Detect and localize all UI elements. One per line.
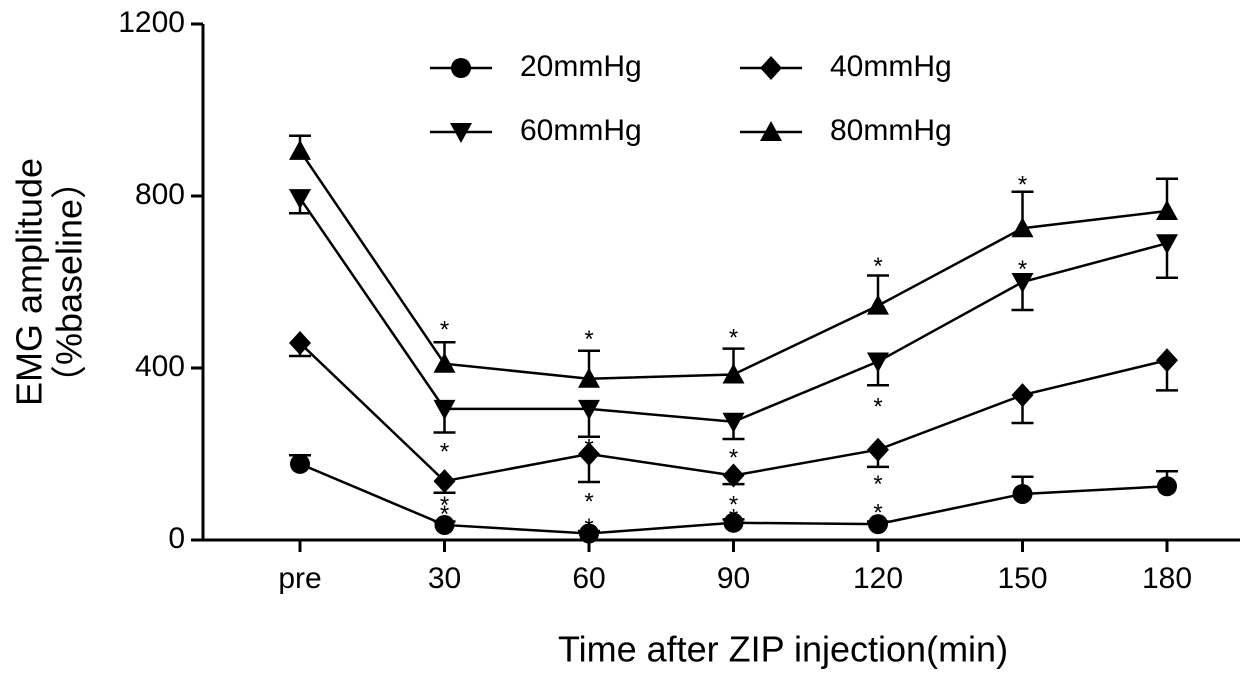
significance-star: *	[440, 438, 449, 465]
marker	[1157, 476, 1177, 497]
legend-marker	[760, 121, 782, 141]
marker	[1011, 383, 1034, 408]
x-axis-title: Time after ZIP injection(min)	[558, 629, 1008, 670]
significance-star: *	[584, 435, 593, 462]
marker	[1011, 217, 1034, 238]
significance-star: *	[873, 253, 882, 280]
significance-star: *	[440, 501, 449, 528]
marker	[578, 442, 600, 466]
significance-star: *	[440, 492, 449, 519]
marker	[434, 514, 455, 535]
y-axis-title: EMG amplitude	[9, 158, 50, 406]
marker	[290, 453, 310, 474]
marker	[578, 399, 600, 420]
x-tick-label: 120	[853, 562, 903, 595]
marker	[868, 514, 888, 535]
significance-star: *	[1018, 256, 1027, 283]
marker	[578, 367, 600, 388]
y-axis-title: （%baseline）	[49, 163, 90, 401]
marker	[289, 331, 311, 356]
marker	[867, 294, 889, 315]
marker	[433, 352, 456, 373]
marker	[289, 139, 311, 160]
legend-label: 60mmHg	[520, 114, 642, 147]
y-tick-label: 800	[135, 178, 185, 211]
marker	[867, 437, 889, 462]
x-tick-label: 60	[572, 562, 605, 595]
marker	[1156, 234, 1178, 255]
marker	[722, 412, 745, 433]
marker	[723, 512, 744, 533]
significance-star: *	[584, 514, 593, 541]
legend-marker	[450, 123, 472, 143]
marker	[1156, 348, 1178, 373]
x-tick-label: 30	[428, 562, 461, 595]
significance-star: *	[873, 393, 882, 420]
legend-label: 20mmHg	[520, 50, 642, 83]
legend-marker	[451, 58, 471, 78]
marker	[579, 523, 599, 544]
x-tick-label: 150	[997, 562, 1047, 595]
marker	[1156, 200, 1178, 221]
marker	[289, 189, 311, 210]
y-tick-label: 1200	[118, 6, 185, 39]
significance-star: *	[729, 504, 738, 531]
significance-star: *	[729, 325, 738, 352]
series-line	[298, 197, 1168, 424]
significance-star: *	[873, 471, 882, 498]
marker	[433, 399, 456, 420]
legend-label: 80mmHg	[830, 114, 952, 147]
marker	[722, 463, 745, 488]
marker	[867, 352, 889, 373]
x-tick-label: 90	[717, 562, 750, 595]
x-tick-label: 180	[1142, 562, 1192, 595]
legend-marker	[760, 56, 782, 80]
marker	[1011, 273, 1034, 293]
significance-star: *	[729, 444, 738, 471]
y-tick-label: 0	[168, 522, 185, 555]
y-tick-label: 400	[135, 350, 185, 383]
x-tick-label: pre	[278, 562, 321, 595]
marker	[722, 363, 745, 384]
legend-label: 40mmHg	[830, 50, 952, 83]
significance-star: *	[729, 491, 738, 518]
marker	[433, 469, 456, 494]
significance-star: *	[1018, 171, 1027, 198]
significance-star: *	[873, 500, 882, 527]
significance-star: *	[584, 488, 593, 515]
significance-star: *	[440, 316, 449, 343]
marker	[1012, 483, 1033, 504]
significance-star: *	[584, 326, 593, 353]
